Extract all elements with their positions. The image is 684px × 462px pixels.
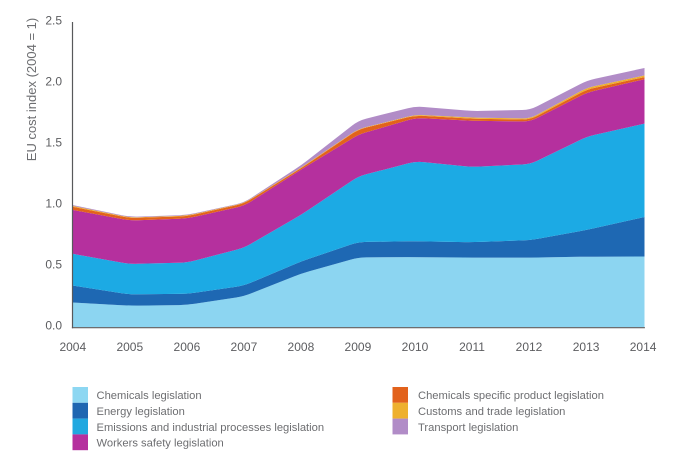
svg-text:1.0: 1.0 <box>45 197 62 211</box>
svg-text:0.5: 0.5 <box>45 258 62 272</box>
svg-text:2014: 2014 <box>630 340 657 354</box>
svg-text:Energy legislation: Energy legislation <box>97 406 185 418</box>
svg-text:2007: 2007 <box>231 340 258 354</box>
svg-text:2011: 2011 <box>459 340 485 354</box>
svg-text:2.0: 2.0 <box>45 75 62 89</box>
svg-text:2004: 2004 <box>59 340 86 354</box>
svg-text:2009: 2009 <box>345 340 372 354</box>
svg-text:2013: 2013 <box>573 340 600 354</box>
svg-text:EU cost index (2004 = 1): EU cost index (2004 = 1) <box>24 18 39 161</box>
svg-text:0.0: 0.0 <box>45 319 62 333</box>
svg-text:2005: 2005 <box>116 340 143 354</box>
svg-text:Emissions and industrial proce: Emissions and industrial processes legis… <box>97 422 325 434</box>
svg-text:Chemicals legislation: Chemicals legislation <box>97 390 202 402</box>
svg-text:1.5: 1.5 <box>45 136 62 150</box>
svg-text:2006: 2006 <box>174 340 201 354</box>
svg-text:Transport legislation: Transport legislation <box>418 422 518 434</box>
svg-text:Chemicals specific product leg: Chemicals specific product legislation <box>418 390 604 402</box>
svg-text:2008: 2008 <box>288 340 315 354</box>
svg-text:2010: 2010 <box>402 340 429 354</box>
svg-text:2012: 2012 <box>516 340 543 354</box>
svg-text:2.5: 2.5 <box>45 14 62 28</box>
svg-text:Customs and trade legislation: Customs and trade legislation <box>418 406 565 418</box>
svg-text:Workers safety legislation: Workers safety legislation <box>97 438 224 450</box>
